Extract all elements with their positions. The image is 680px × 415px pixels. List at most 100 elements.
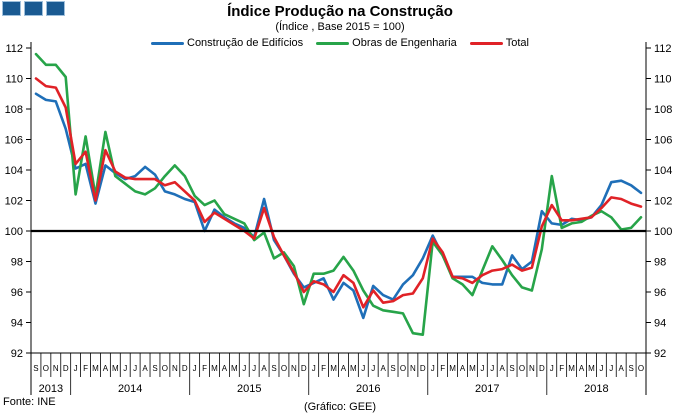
- month-label: F: [559, 364, 564, 373]
- month-label: A: [103, 364, 109, 373]
- y-tick-label-left: 100: [5, 226, 23, 238]
- month-label: J: [371, 364, 375, 373]
- legend-item-obras-engenharia: Obras de Engenharia: [316, 37, 457, 49]
- month-label: J: [550, 364, 554, 373]
- legend-swatch-green: [316, 41, 350, 45]
- month-label: O: [638, 364, 644, 373]
- y-tick-label-right: 100: [654, 226, 672, 238]
- y-tick-label-right: 106: [654, 134, 672, 146]
- month-label: M: [231, 364, 238, 373]
- month-label: J: [312, 364, 316, 373]
- legend-label: Construção de Edifícios: [187, 37, 304, 49]
- legend-item-total: Total: [469, 37, 529, 49]
- month-label: D: [301, 364, 307, 373]
- month-label: D: [182, 364, 188, 373]
- month-label: M: [469, 364, 476, 373]
- legend-swatch-blue: [151, 41, 184, 45]
- month-label: M: [92, 364, 99, 373]
- month-label: J: [242, 364, 246, 373]
- y-tick-label-left: 94: [11, 317, 23, 329]
- month-label: J: [361, 364, 365, 373]
- month-label: O: [400, 364, 406, 373]
- month-label: S: [390, 364, 395, 373]
- month-label: O: [281, 364, 287, 373]
- y-tick-label-left: 96: [11, 287, 23, 299]
- month-label: A: [619, 364, 625, 373]
- month-label: S: [628, 364, 633, 373]
- y-tick-label-left: 98: [11, 256, 23, 268]
- y-tick-label-right: 108: [654, 104, 672, 116]
- month-label: N: [529, 364, 535, 373]
- year-label: 2015: [237, 383, 261, 395]
- y-tick-label-right: 98: [654, 256, 666, 268]
- y-tick-label-left: 110: [5, 73, 23, 85]
- month-label: A: [380, 364, 386, 373]
- y-tick-label-left: 104: [5, 165, 23, 177]
- y-tick-label-left: 112: [5, 43, 23, 55]
- month-label: O: [162, 364, 168, 373]
- month-label: O: [43, 364, 49, 373]
- month-label: S: [33, 364, 38, 373]
- month-label: S: [271, 364, 276, 373]
- month-label: A: [222, 364, 228, 373]
- month-label: F: [440, 364, 445, 373]
- credit-note: (Gráfico: GEE): [303, 401, 377, 413]
- month-label: A: [142, 364, 148, 373]
- month-label: M: [568, 364, 575, 373]
- month-label: J: [133, 364, 137, 373]
- logo-square: [24, 1, 43, 16]
- legend-swatch-red: [469, 41, 503, 45]
- logo-square: [2, 1, 21, 16]
- month-label: M: [211, 364, 218, 373]
- y-tick-label-left: 92: [11, 348, 23, 360]
- series-line-0: [34, 92, 643, 320]
- chart-title: Índice Produção na Construção: [227, 3, 453, 20]
- month-label: M: [112, 364, 119, 373]
- month-label: M: [330, 364, 337, 373]
- month-label: N: [410, 364, 416, 373]
- month-label: J: [490, 364, 494, 373]
- month-label: J: [609, 364, 613, 373]
- y-tick-label-left: 102: [5, 195, 23, 207]
- month-label: D: [63, 364, 69, 373]
- y-tick-label-right: 96: [654, 287, 666, 299]
- month-label: J: [74, 364, 78, 373]
- month-label: J: [599, 364, 603, 373]
- year-label: 2013: [39, 383, 63, 395]
- y-tick-label-right: 92: [654, 348, 666, 360]
- gee-logo: [2, 1, 65, 16]
- month-label: M: [588, 364, 595, 373]
- month-label: O: [519, 364, 525, 373]
- month-label: N: [172, 364, 178, 373]
- month-label: J: [123, 364, 127, 373]
- month-label: D: [539, 364, 545, 373]
- month-label: J: [252, 364, 256, 373]
- month-label: F: [202, 364, 207, 373]
- month-label: A: [499, 364, 505, 373]
- y-tick-label-right: 94: [654, 317, 666, 329]
- month-label: A: [341, 364, 347, 373]
- y-tick-label-left: 106: [5, 134, 23, 146]
- month-label: J: [193, 364, 197, 373]
- series-line-2: [34, 77, 643, 309]
- month-label: A: [460, 364, 466, 373]
- month-label: N: [291, 364, 297, 373]
- month-label: D: [420, 364, 426, 373]
- month-label: S: [509, 364, 514, 373]
- y-tick-label-right: 104: [654, 165, 672, 177]
- chart-subtitle: (Índice , Base 2015 = 100): [275, 21, 405, 33]
- month-label: A: [261, 364, 267, 373]
- legend-label: Total: [505, 37, 529, 49]
- source-note: Fonte: INE: [3, 396, 56, 408]
- legend-label: Obras de Engenharia: [352, 37, 457, 49]
- month-label: S: [152, 364, 157, 373]
- month-label: J: [480, 364, 484, 373]
- month-label: F: [83, 364, 88, 373]
- y-tick-label-left: 108: [5, 104, 23, 116]
- logo-square: [46, 1, 65, 16]
- month-label: M: [449, 364, 456, 373]
- legend: Construção de Edifícios Obras de Engenha…: [0, 37, 680, 49]
- y-tick-label-right: 110: [654, 73, 672, 85]
